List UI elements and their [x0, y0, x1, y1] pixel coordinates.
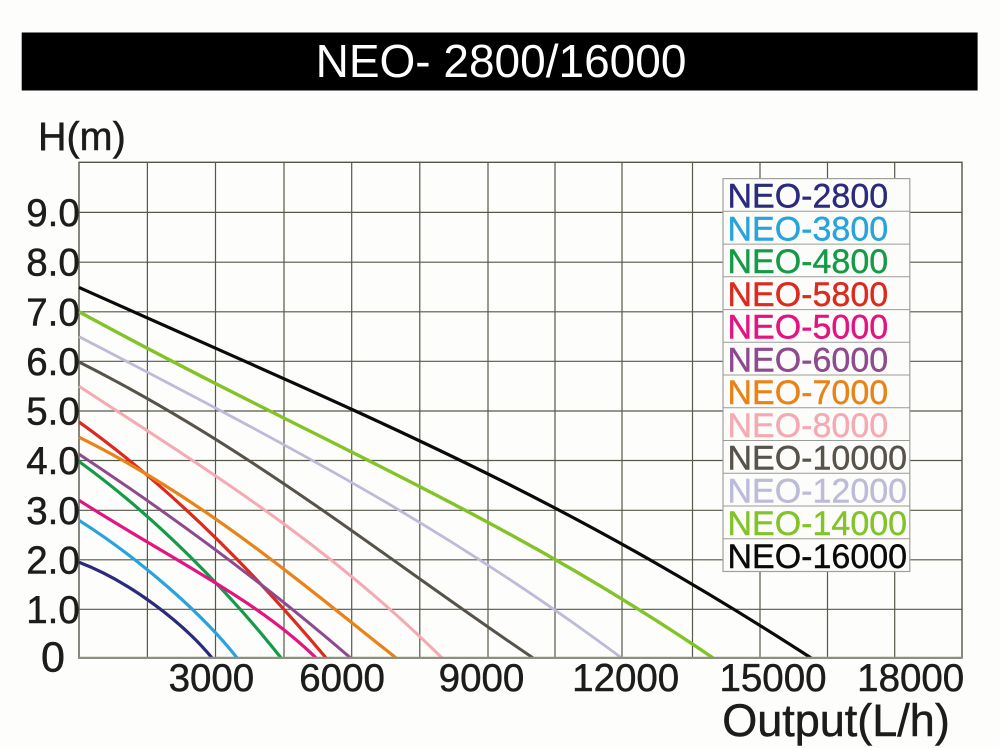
svg-text:3.0: 3.0 [26, 490, 80, 533]
svg-text:NEO-10000: NEO-10000 [728, 440, 908, 478]
svg-text:NEO-5000: NEO-5000 [728, 309, 889, 347]
svg-text:4.0: 4.0 [26, 440, 80, 483]
svg-text:3000: 3000 [169, 657, 255, 700]
svg-text:0: 0 [41, 633, 65, 681]
svg-text:NEO-5800: NEO-5800 [728, 276, 889, 314]
svg-text:6000: 6000 [299, 657, 385, 700]
svg-text:NEO-6000: NEO-6000 [728, 341, 889, 379]
svg-text:18000: 18000 [857, 657, 964, 700]
svg-text:8.0: 8.0 [26, 242, 80, 285]
svg-text:NEO-8000: NEO-8000 [728, 407, 889, 445]
svg-text:6.0: 6.0 [26, 341, 80, 384]
svg-text:NEO-14000: NEO-14000 [728, 505, 908, 543]
svg-text:NEO-4800: NEO-4800 [728, 243, 889, 281]
svg-text:12000: 12000 [572, 657, 679, 700]
svg-text:9.0: 9.0 [26, 192, 80, 235]
svg-text:7.0: 7.0 [26, 291, 80, 334]
svg-text:NEO-16000: NEO-16000 [728, 538, 908, 576]
svg-text:9000: 9000 [439, 657, 525, 700]
svg-text:NEO-12000: NEO-12000 [728, 472, 908, 510]
svg-text:15000: 15000 [719, 657, 826, 700]
svg-text:2.0: 2.0 [26, 539, 80, 582]
svg-text:1.0: 1.0 [26, 589, 80, 632]
svg-text:H(m): H(m) [38, 115, 126, 159]
svg-text:5.0: 5.0 [26, 391, 80, 434]
svg-text:NEO-3800: NEO-3800 [728, 210, 889, 248]
svg-text:Output(L/h): Output(L/h) [722, 695, 950, 746]
svg-text:NEO-7000: NEO-7000 [728, 374, 889, 412]
svg-text:NEO-2800: NEO-2800 [728, 178, 889, 216]
svg-text:NEO- 2800/16000: NEO- 2800/16000 [316, 35, 687, 87]
